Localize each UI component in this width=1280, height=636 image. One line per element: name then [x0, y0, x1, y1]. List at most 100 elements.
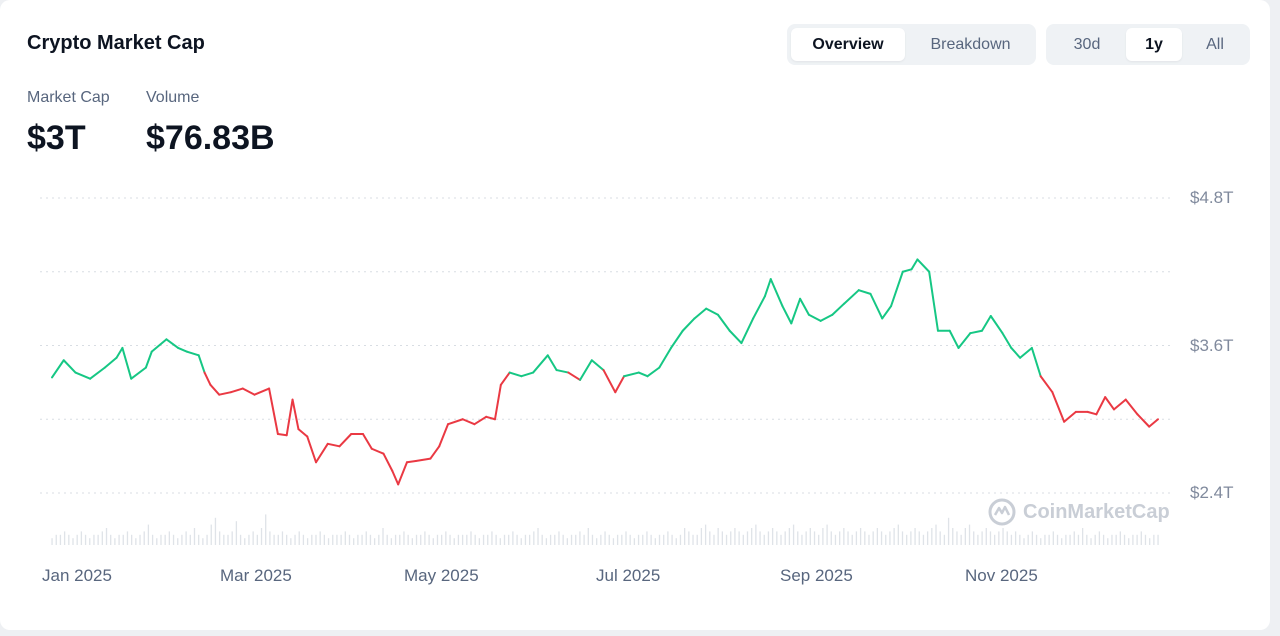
- volume-bar: [1031, 531, 1034, 545]
- volume-bar: [797, 531, 799, 545]
- volume-bar: [947, 517, 950, 545]
- volume-bar: [926, 531, 929, 545]
- price-line-segment: [203, 371, 212, 386]
- volume-bar: [968, 524, 971, 545]
- price-line-segment: [623, 371, 640, 378]
- price-line-segment: [807, 313, 822, 322]
- x-tick-label: May 2025: [404, 566, 479, 585]
- tab-breakdown[interactable]: Breakdown: [930, 36, 1011, 53]
- x-tick-label: Jul 2025: [596, 566, 661, 585]
- volume-bar: [570, 534, 573, 545]
- price-line-segment: [508, 371, 523, 378]
- volume-bar: [956, 531, 958, 545]
- price-line-segment: [614, 375, 626, 394]
- x-tick-label: Jan 2025: [42, 566, 112, 585]
- price-line-segment: [567, 371, 582, 381]
- volume-bar: [323, 534, 326, 545]
- volume-bar: [1090, 538, 1092, 545]
- volume-bar: [646, 531, 648, 545]
- price-line-segment: [705, 307, 719, 316]
- volume-bar: [625, 531, 627, 545]
- volume-bar: [344, 531, 346, 545]
- volume-bar: [151, 534, 154, 545]
- volume-bar: [214, 517, 217, 545]
- price-line-segment: [493, 383, 502, 421]
- volume-bar: [1115, 534, 1117, 545]
- volume-bar: [935, 524, 937, 545]
- volume-bar: [218, 531, 221, 545]
- volume-bar: [642, 534, 644, 545]
- volume-bar: [89, 538, 91, 545]
- price-line-segment: [646, 366, 661, 378]
- price-line-segment: [297, 428, 309, 438]
- volume-bar: [365, 531, 367, 545]
- volume-bar: [759, 531, 761, 545]
- volume-bar: [633, 538, 636, 545]
- volume-bar: [290, 538, 292, 545]
- volume-bar: [822, 528, 824, 545]
- volume-bar: [1140, 531, 1142, 545]
- volume-bar: [989, 531, 992, 545]
- volume-bar: [503, 534, 506, 545]
- volume-bar: [851, 534, 853, 545]
- volume-bar: [1069, 534, 1071, 545]
- price-line-segment: [241, 387, 256, 396]
- volume-bar: [118, 534, 120, 545]
- volume-bar: [885, 534, 887, 545]
- volume-bar: [826, 524, 828, 545]
- volume-bar: [256, 534, 258, 545]
- price-line-segment: [429, 445, 441, 460]
- price-line-segment: [177, 346, 188, 353]
- volume-bar: [185, 531, 187, 545]
- volume-bar: [906, 534, 908, 545]
- volume-bar: [235, 521, 238, 545]
- volume-bar: [63, 531, 66, 545]
- volume-bar: [847, 531, 849, 545]
- price-line-segment: [980, 315, 992, 332]
- price-line-segment: [1030, 346, 1042, 378]
- range-30d-button[interactable]: 30d: [1073, 36, 1101, 53]
- volume-bar: [834, 534, 837, 545]
- volume-bar: [1149, 538, 1151, 545]
- volume-bar: [520, 538, 522, 545]
- price-line-segment: [831, 302, 846, 316]
- price-line-segment: [1039, 375, 1054, 394]
- volume-bar: [327, 538, 330, 545]
- volume-bar: [742, 534, 744, 545]
- range-all-button[interactable]: All: [1206, 36, 1224, 53]
- volume-bar: [1077, 534, 1080, 545]
- price-line-segment: [461, 418, 476, 426]
- price-line-segment: [590, 359, 605, 372]
- volume-bar: [114, 538, 116, 545]
- volume-bar: [583, 534, 585, 545]
- volume-bar: [361, 534, 363, 545]
- market-cap-value: $3T: [27, 119, 86, 157]
- volume-bar: [168, 531, 171, 545]
- price-line-segment: [218, 391, 232, 396]
- volume-bar: [683, 528, 686, 545]
- price-line-segment: [916, 258, 931, 273]
- volume-bar: [386, 534, 388, 545]
- price-line-segment: [681, 317, 696, 332]
- x-tick-label: Mar 2025: [220, 566, 292, 585]
- volume-bar: [105, 528, 108, 545]
- volume-bar: [340, 534, 342, 545]
- volume-bar: [910, 531, 912, 545]
- price-line-segment: [602, 369, 617, 394]
- volume-bar: [407, 534, 409, 545]
- price-line-segment: [928, 270, 939, 332]
- price-line-segment: [150, 338, 168, 353]
- volume-bar: [231, 531, 233, 545]
- volume-bar: [143, 531, 145, 545]
- price-line-segment: [763, 278, 772, 298]
- volume-bar: [868, 534, 870, 545]
- volume-bar: [658, 534, 661, 545]
- price-line-segment: [1104, 396, 1115, 411]
- price-line-segment: [391, 469, 400, 486]
- volume-bar: [596, 538, 598, 545]
- range-1y-button[interactable]: 1y: [1126, 28, 1182, 61]
- tab-overview[interactable]: Overview: [791, 28, 905, 61]
- volume-bar: [587, 528, 589, 545]
- price-line-segment: [370, 447, 385, 455]
